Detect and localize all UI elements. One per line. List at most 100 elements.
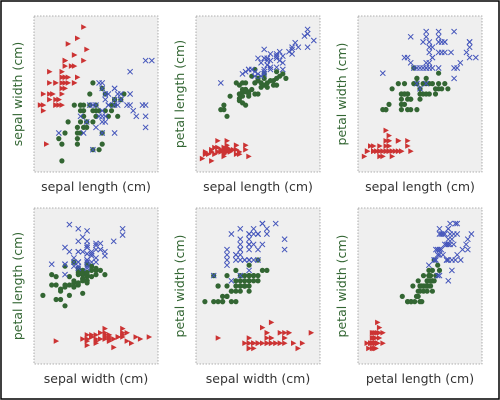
data-point: [93, 272, 99, 278]
data-point: [261, 46, 268, 53]
data-point: [389, 153, 396, 160]
data-point: [282, 335, 288, 341]
data-point: [276, 48, 283, 55]
data-point: [62, 63, 68, 69]
x-axis-label: sepal width (cm): [44, 371, 148, 386]
data-point: [472, 54, 479, 61]
data-point: [62, 74, 68, 81]
data-point: [243, 142, 249, 149]
data-point: [221, 102, 227, 108]
data-point: [242, 340, 248, 346]
data-point: [268, 335, 275, 341]
data-point: [59, 141, 65, 147]
data-point: [217, 79, 224, 86]
data-point: [261, 66, 268, 73]
data-point: [419, 299, 425, 305]
data-point: [273, 64, 280, 71]
data-point: [89, 146, 96, 153]
data-point: [243, 146, 249, 153]
data-point: [281, 236, 288, 243]
data-point: [255, 55, 261, 62]
data-point: [440, 251, 446, 258]
data-point: [99, 141, 105, 147]
data-point: [371, 330, 377, 336]
data-point: [423, 28, 430, 35]
data-point: [426, 39, 433, 45]
data-point: [246, 278, 252, 284]
data-point: [88, 250, 95, 257]
data-point: [445, 236, 452, 243]
data-point: [361, 153, 368, 160]
data-point: [142, 113, 149, 120]
data-point: [277, 330, 284, 336]
data-point: [451, 28, 458, 35]
data-point: [53, 96, 59, 103]
data-point: [260, 324, 266, 331]
data-point: [439, 86, 445, 92]
data-point: [62, 130, 68, 136]
data-point: [65, 119, 71, 125]
scatter-panel-6: petal length (cm) petal width (cm): [334, 207, 483, 386]
data-point: [436, 225, 443, 232]
data-point: [89, 263, 95, 269]
x-axis-label: sepal length (cm): [203, 179, 313, 194]
data-point: [431, 278, 437, 284]
data-point: [84, 265, 91, 272]
data-point: [237, 278, 243, 284]
data-point: [239, 70, 246, 77]
data-point: [255, 246, 261, 253]
data-point: [380, 153, 386, 160]
data-point: [228, 288, 234, 294]
data-point: [435, 28, 442, 35]
data-point: [255, 257, 261, 263]
data-point: [127, 102, 134, 109]
data-point: [295, 44, 302, 51]
data-point: [111, 336, 117, 342]
data-point: [53, 102, 59, 108]
data-point: [75, 225, 82, 232]
data-point: [273, 53, 280, 60]
data-point: [258, 84, 264, 90]
data-point: [237, 251, 244, 258]
data-point: [255, 340, 261, 346]
data-point: [224, 246, 230, 253]
data-point: [261, 55, 268, 62]
data-point: [215, 335, 222, 341]
data-point: [90, 119, 96, 125]
data-point: [267, 50, 274, 57]
data-point: [106, 338, 113, 344]
data-point: [233, 283, 239, 289]
data-point: [233, 288, 239, 294]
data-point: [268, 340, 275, 346]
data-point: [233, 142, 240, 149]
data-point: [246, 236, 253, 243]
data-point: [425, 262, 432, 269]
data-point: [71, 278, 77, 284]
data-point: [463, 241, 470, 248]
data-point: [436, 81, 442, 87]
data-point: [120, 325, 126, 332]
data-point: [435, 39, 442, 45]
data-point: [426, 65, 433, 71]
data-point: [386, 138, 392, 144]
data-point: [407, 33, 414, 40]
series-1: [53, 325, 153, 351]
data-point: [261, 70, 268, 77]
data-point: [445, 225, 452, 232]
data-point: [74, 124, 80, 130]
data-point: [259, 220, 266, 227]
data-point: [105, 102, 112, 109]
data-point: [80, 272, 86, 278]
data-point: [376, 335, 383, 341]
data-point: [466, 39, 473, 45]
data-point: [405, 96, 411, 102]
data-point: [392, 148, 399, 154]
data-point: [74, 141, 80, 147]
data-point: [251, 278, 257, 284]
data-point: [142, 124, 149, 131]
data-point: [413, 80, 420, 87]
data-point: [264, 267, 270, 273]
data-point: [210, 272, 217, 279]
data-point: [463, 49, 470, 56]
data-point: [209, 149, 215, 155]
